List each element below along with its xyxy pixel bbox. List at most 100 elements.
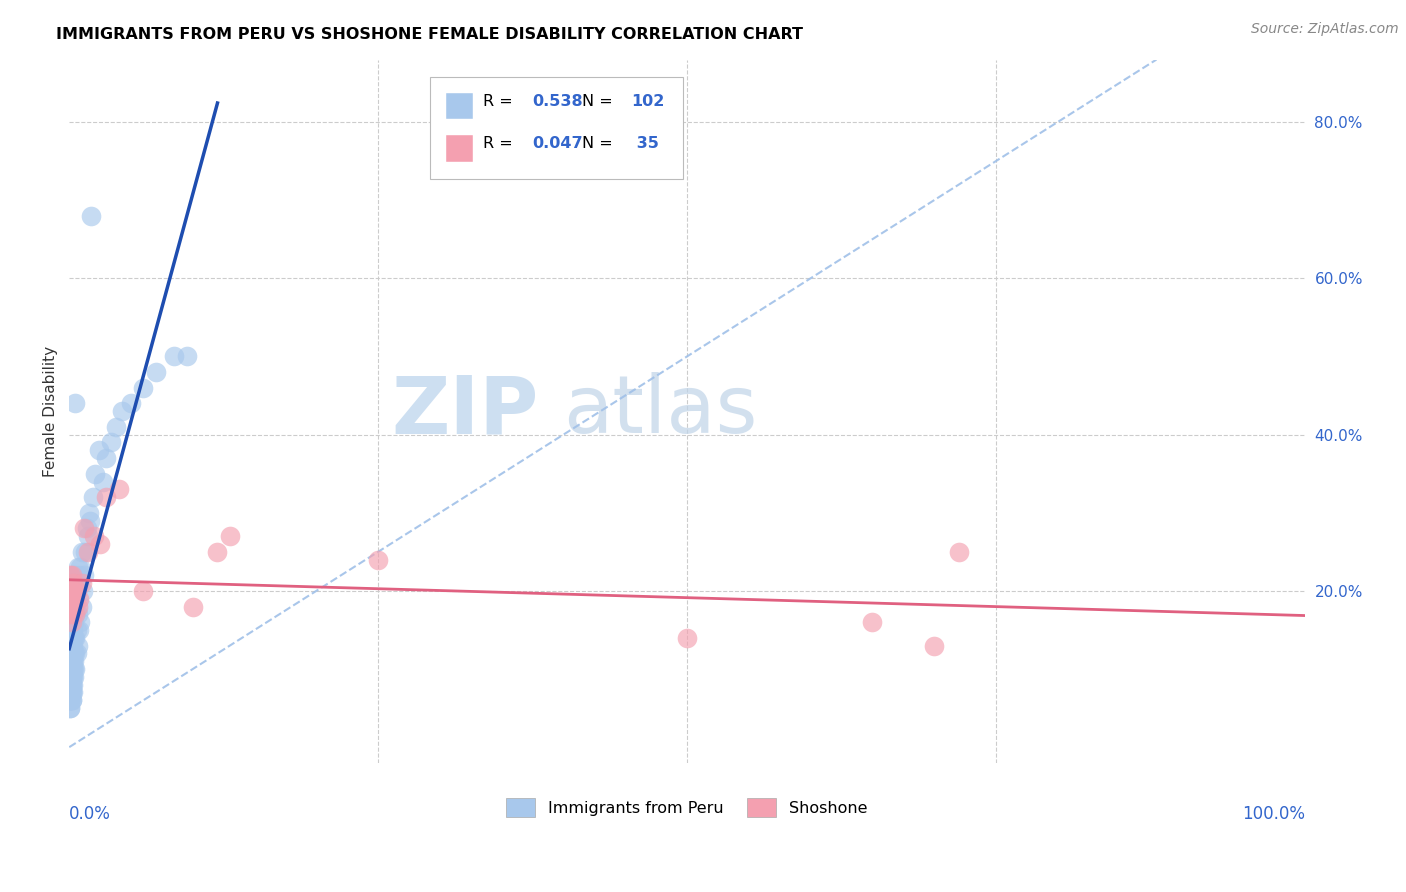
Point bbox=[62, 615, 84, 629]
Point bbox=[59, 685, 82, 699]
Text: 0.0%: 0.0% bbox=[69, 805, 111, 823]
Text: 100.0%: 100.0% bbox=[1241, 805, 1305, 823]
Point bbox=[63, 670, 86, 684]
Text: R =: R = bbox=[484, 136, 517, 152]
FancyBboxPatch shape bbox=[430, 78, 683, 179]
Point bbox=[59, 685, 82, 699]
Point bbox=[63, 599, 86, 614]
Point bbox=[60, 615, 83, 629]
Point bbox=[69, 615, 91, 629]
Point bbox=[65, 396, 87, 410]
FancyBboxPatch shape bbox=[446, 135, 474, 161]
Point bbox=[80, 209, 103, 223]
Point bbox=[63, 631, 86, 645]
Point bbox=[60, 568, 83, 582]
Point bbox=[62, 662, 84, 676]
Point bbox=[62, 576, 84, 591]
Point bbox=[70, 576, 93, 591]
Text: 0.538: 0.538 bbox=[533, 95, 583, 110]
Point bbox=[73, 568, 96, 582]
Legend: Immigrants from Peru, Shoshone: Immigrants from Peru, Shoshone bbox=[498, 789, 876, 825]
Point bbox=[60, 693, 83, 707]
Text: Source: ZipAtlas.com: Source: ZipAtlas.com bbox=[1251, 22, 1399, 37]
Point bbox=[66, 607, 89, 622]
Point bbox=[59, 599, 82, 614]
Text: R =: R = bbox=[484, 95, 517, 110]
Point bbox=[70, 599, 93, 614]
Point bbox=[59, 678, 82, 692]
Point bbox=[83, 529, 105, 543]
Text: 0.047: 0.047 bbox=[533, 136, 583, 152]
Point bbox=[66, 647, 89, 661]
Point bbox=[132, 381, 155, 395]
Point bbox=[62, 583, 84, 598]
Point bbox=[91, 475, 114, 489]
Point bbox=[62, 576, 84, 591]
Point bbox=[59, 662, 82, 676]
Point bbox=[676, 631, 699, 645]
Point bbox=[100, 435, 122, 450]
Point bbox=[145, 365, 167, 379]
Point bbox=[65, 631, 87, 645]
Point bbox=[76, 521, 98, 535]
Point bbox=[67, 568, 90, 582]
Point bbox=[70, 545, 93, 559]
Point bbox=[62, 678, 84, 692]
Point bbox=[73, 521, 96, 535]
Point bbox=[63, 647, 86, 661]
Point bbox=[62, 670, 84, 684]
Point bbox=[60, 678, 83, 692]
Point bbox=[59, 568, 82, 582]
Text: N =: N = bbox=[582, 95, 617, 110]
Point bbox=[66, 639, 89, 653]
Point bbox=[176, 350, 198, 364]
Point bbox=[59, 647, 82, 661]
Point bbox=[60, 591, 83, 606]
Point bbox=[62, 599, 84, 614]
Point bbox=[60, 583, 83, 598]
Point bbox=[66, 583, 89, 598]
Point bbox=[62, 607, 84, 622]
Point bbox=[62, 591, 84, 606]
Point bbox=[96, 490, 118, 504]
Point bbox=[59, 701, 82, 715]
Point bbox=[66, 599, 89, 614]
Point bbox=[66, 623, 89, 637]
Point bbox=[65, 647, 87, 661]
Point bbox=[860, 615, 883, 629]
Point bbox=[96, 451, 118, 466]
Point bbox=[65, 607, 87, 622]
Point bbox=[62, 654, 84, 668]
Point bbox=[60, 583, 83, 598]
Point bbox=[60, 693, 83, 707]
Text: ZIP: ZIP bbox=[391, 372, 538, 450]
Point bbox=[60, 647, 83, 661]
Point bbox=[59, 607, 82, 622]
Point bbox=[60, 662, 83, 676]
Point bbox=[60, 662, 83, 676]
Y-axis label: Female Disability: Female Disability bbox=[44, 345, 58, 476]
FancyBboxPatch shape bbox=[446, 93, 474, 120]
Point bbox=[89, 537, 111, 551]
Point bbox=[62, 623, 84, 637]
Point bbox=[65, 607, 87, 622]
Point bbox=[67, 623, 90, 637]
Point bbox=[62, 607, 84, 622]
Point bbox=[77, 506, 100, 520]
Point bbox=[922, 639, 945, 653]
Point bbox=[75, 545, 97, 559]
Point bbox=[60, 654, 83, 668]
Point bbox=[59, 693, 82, 707]
Point bbox=[87, 443, 110, 458]
Point bbox=[67, 591, 90, 606]
Point bbox=[60, 599, 83, 614]
Point bbox=[59, 685, 82, 699]
Point bbox=[66, 583, 89, 598]
Point bbox=[69, 560, 91, 574]
Point bbox=[59, 693, 82, 707]
Point bbox=[63, 662, 86, 676]
Point bbox=[79, 514, 101, 528]
Point bbox=[218, 529, 240, 543]
Point bbox=[59, 591, 82, 606]
Point bbox=[63, 568, 86, 582]
